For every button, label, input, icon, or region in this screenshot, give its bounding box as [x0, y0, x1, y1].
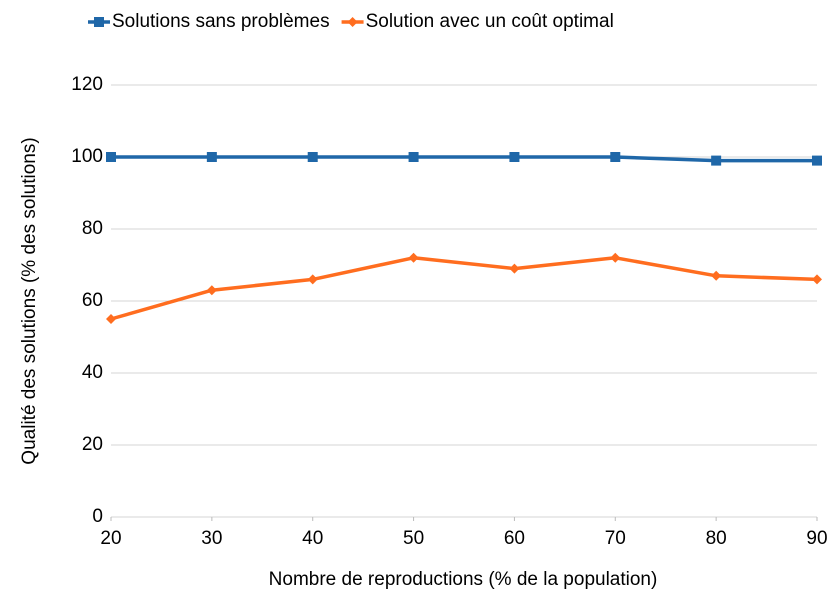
- y-tick-label: 60: [82, 290, 103, 311]
- x-tick-label: 30: [201, 528, 222, 549]
- marker: [307, 152, 318, 162]
- series-line: [111, 155, 817, 163]
- y-axis-title: Qualité des solutions (% des solutions): [19, 137, 40, 464]
- marker: [812, 274, 822, 285]
- y-tick-label: 0: [92, 506, 103, 527]
- marker: [408, 152, 419, 162]
- x-tick-label: 70: [605, 528, 626, 549]
- marker: [509, 263, 520, 274]
- x-tick-label: 50: [403, 528, 424, 549]
- legend-label: Solution avec un coût optimal: [366, 11, 614, 32]
- marker: [711, 270, 722, 281]
- x-tick-label: 60: [504, 528, 525, 549]
- marker: [509, 152, 520, 162]
- x-tick-label: 40: [302, 528, 323, 549]
- marker: [106, 152, 116, 162]
- marker: [347, 17, 358, 27]
- y-tick-label: 80: [82, 218, 103, 239]
- y-tick-label: 120: [71, 74, 103, 95]
- x-tick-label: 20: [100, 528, 121, 549]
- x-axis-title: Nombre de reproductions (% de la populat…: [269, 569, 658, 590]
- marker: [106, 314, 116, 324]
- marker: [711, 155, 722, 166]
- marker: [307, 274, 318, 285]
- marker: [812, 155, 822, 166]
- y-tick-label: 100: [71, 146, 103, 167]
- marker: [408, 252, 419, 263]
- legend-label: Solutions sans problèmes: [112, 11, 330, 32]
- marker: [610, 152, 621, 162]
- y-tick-label: 20: [82, 434, 103, 455]
- series-line: [110, 256, 818, 321]
- y-tick-label: 40: [82, 362, 103, 383]
- x-tick-label: 90: [806, 528, 827, 549]
- marker: [206, 285, 217, 296]
- marker: [206, 152, 217, 162]
- x-tick-label: 80: [706, 528, 727, 549]
- marker: [610, 252, 621, 263]
- marker: [94, 17, 104, 27]
